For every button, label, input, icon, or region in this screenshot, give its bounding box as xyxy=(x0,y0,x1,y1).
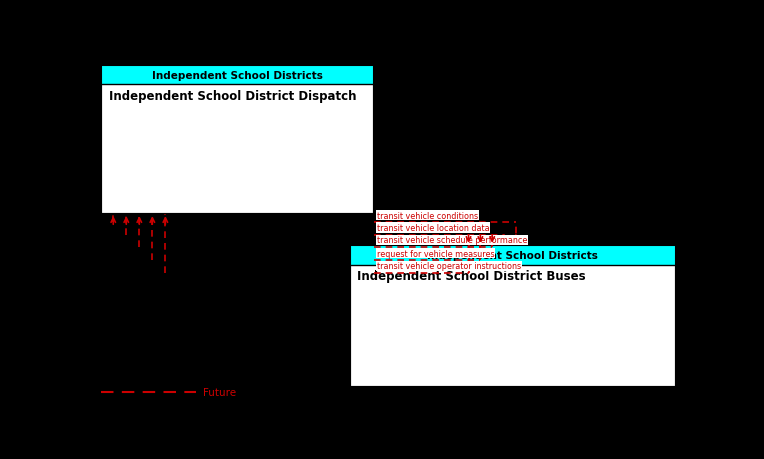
Text: transit vehicle conditions: transit vehicle conditions xyxy=(377,211,478,220)
Bar xyxy=(102,66,374,85)
Text: Independent School Districts: Independent School Districts xyxy=(152,70,323,80)
Text: Independent School District Dispatch: Independent School District Dispatch xyxy=(108,90,356,102)
Text: transit vehicle location data: transit vehicle location data xyxy=(377,224,490,233)
Bar xyxy=(350,246,676,387)
Bar xyxy=(102,66,374,214)
Bar xyxy=(350,246,676,265)
Text: Independent School District Buses: Independent School District Buses xyxy=(358,269,586,283)
Text: transit vehicle operator instructions: transit vehicle operator instructions xyxy=(377,262,521,271)
Text: Independent School Districts: Independent School Districts xyxy=(428,251,598,261)
Text: request for vehicle measures: request for vehicle measures xyxy=(377,249,494,258)
Text: Future: Future xyxy=(203,387,236,397)
Text: transit vehicle schedule performance: transit vehicle schedule performance xyxy=(377,236,527,245)
